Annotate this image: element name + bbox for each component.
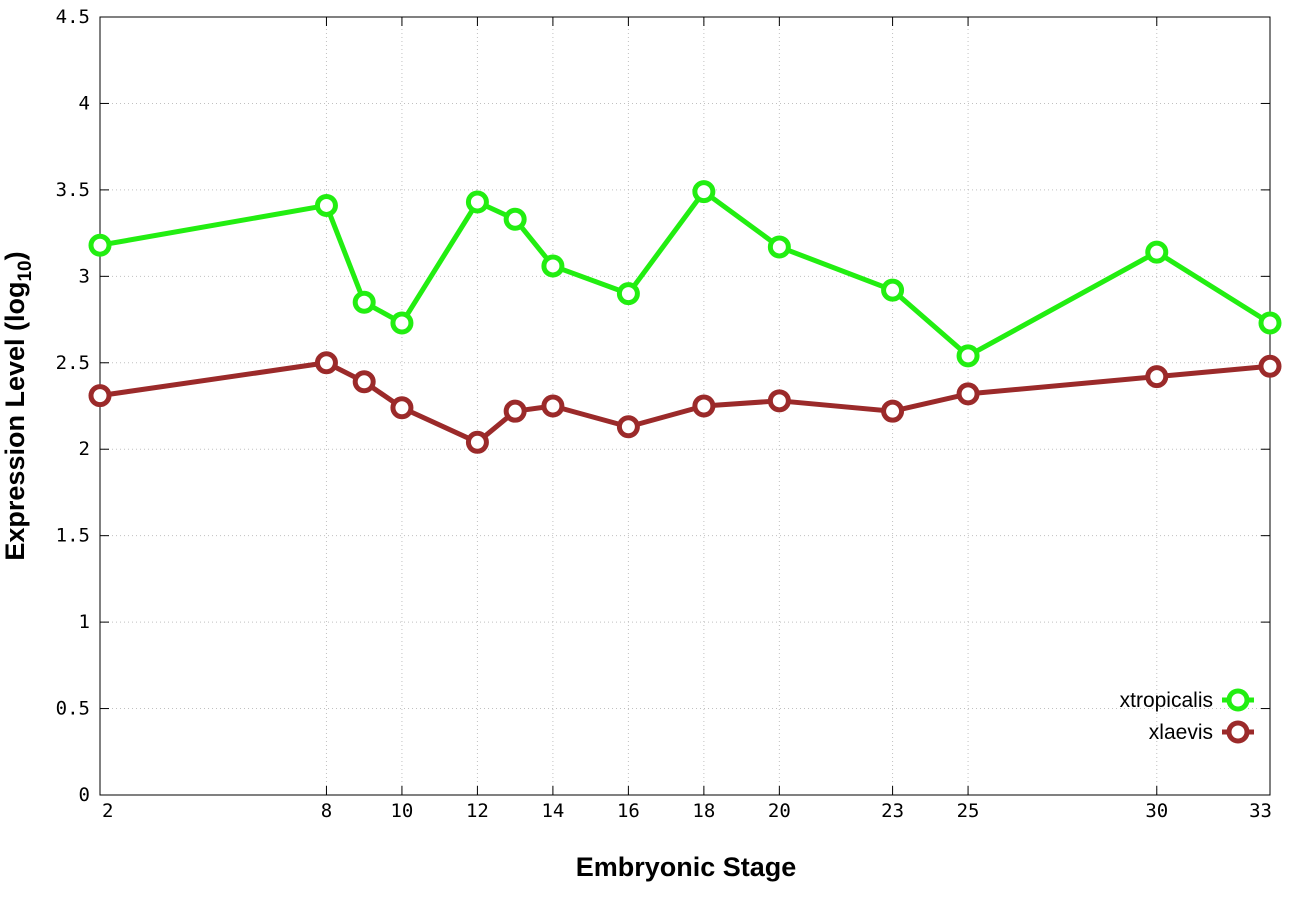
data-point: [88, 233, 112, 257]
x-axis-title: Embryonic Stage: [576, 852, 797, 882]
x-tick-label: 16: [617, 800, 640, 822]
y-axis-title: Expression Level (log10): [0, 251, 36, 560]
x-tick-label: 12: [466, 800, 489, 822]
data-point: [1258, 311, 1282, 335]
x-tick-label: 25: [957, 800, 980, 822]
data-point: [767, 389, 791, 413]
data-point: [352, 290, 376, 314]
data-point: [390, 396, 414, 420]
data-point: [692, 394, 716, 418]
y-tick-label: 3.5: [56, 179, 90, 201]
data-point: [616, 282, 640, 306]
legend-label: xtropicalis: [1120, 689, 1213, 712]
data-point: [465, 190, 489, 214]
axis-ticks: 0 0.5 1 1.5 2 2.5 3 3.5 4 4.5 2 8 10 12 14 16 18 20 23 25 30…: [56, 6, 1272, 822]
data-point: [1145, 240, 1169, 264]
legend: xtropicalis xlaevis: [1120, 688, 1254, 744]
y-tick-label: 1.5: [56, 525, 90, 547]
data-point: [541, 394, 565, 418]
y-tick-label: 1: [79, 611, 90, 633]
data-point: [956, 344, 980, 368]
legend-entry: xtropicalis: [1120, 688, 1254, 712]
data-point: [352, 370, 376, 394]
x-tick-label: 33: [1249, 800, 1272, 822]
data-point: [881, 399, 905, 423]
legend-entry: xlaevis: [1149, 720, 1254, 744]
x-tick-label: 2: [102, 800, 113, 822]
x-tick-label: 18: [692, 800, 715, 822]
data-point: [88, 384, 112, 408]
y-tick-label: 0: [79, 784, 90, 806]
data-point: [541, 254, 565, 278]
y-tick-label: 4: [79, 92, 90, 114]
legend-swatch-marker: [1226, 720, 1250, 744]
x-tick-label: 30: [1145, 800, 1168, 822]
series-layer: [88, 180, 1282, 454]
data-point: [767, 235, 791, 259]
data-point: [1145, 365, 1169, 389]
y-tick-label: 2.5: [56, 352, 90, 374]
x-tick-label: 20: [768, 800, 791, 822]
data-point: [616, 415, 640, 439]
data-point: [503, 399, 527, 423]
y-tick-label: 2: [79, 438, 90, 460]
data-point: [1258, 354, 1282, 378]
data-point: [390, 311, 414, 335]
data-point: [465, 430, 489, 454]
grid: [100, 17, 1270, 795]
data-point: [956, 382, 980, 406]
data-point: [503, 207, 527, 231]
data-point: [314, 193, 338, 217]
x-tick-label: 14: [541, 800, 564, 822]
x-tick-label: 10: [390, 800, 413, 822]
series-xtropicalis: [88, 180, 1282, 368]
y-axis-title-main: Expression Level (log: [0, 282, 30, 561]
y-axis-title-close: ): [0, 251, 30, 260]
x-tick-label: 8: [321, 800, 332, 822]
y-tick-label: 3: [79, 265, 90, 287]
legend-swatch-marker: [1226, 688, 1250, 712]
data-point: [314, 351, 338, 375]
series-xlaevis: [88, 351, 1282, 454]
legend-label: xlaevis: [1149, 721, 1213, 744]
data-point: [881, 278, 905, 302]
y-tick-label: 0.5: [56, 698, 90, 720]
x-tick-label: 23: [881, 800, 904, 822]
y-tick-label: 4.5: [56, 6, 90, 28]
y-axis-title-subscript: 10: [15, 260, 36, 281]
data-point: [692, 180, 716, 204]
